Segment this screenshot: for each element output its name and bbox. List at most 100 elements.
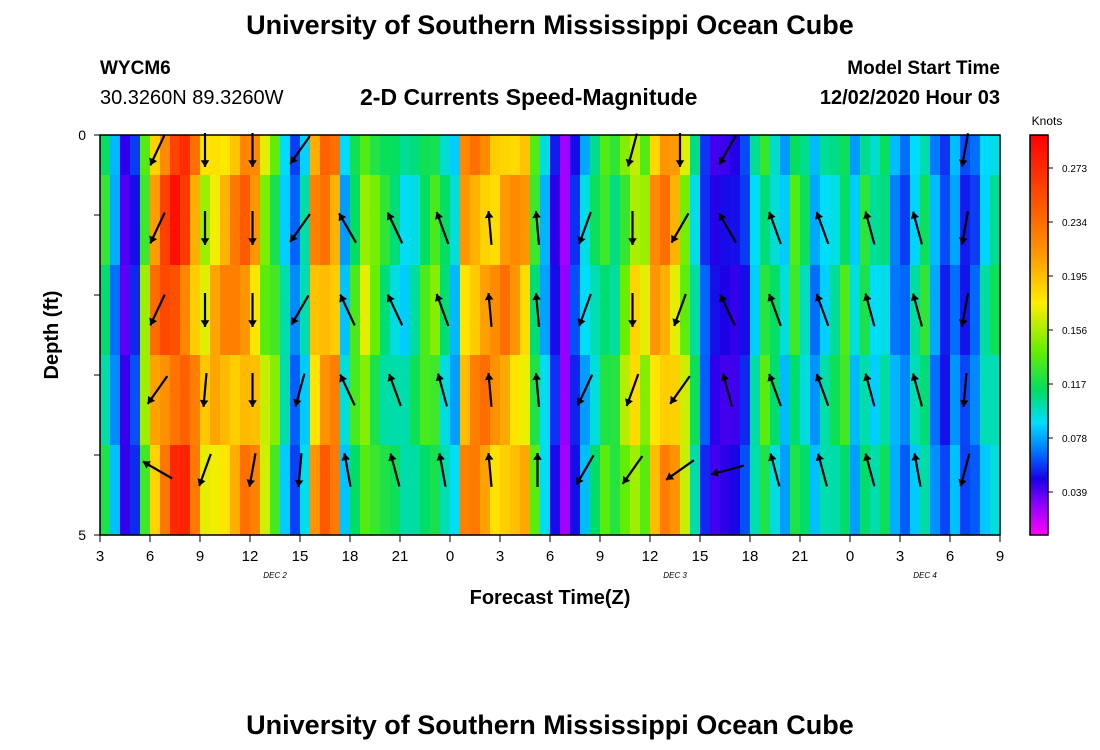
heatmap-cell xyxy=(860,265,871,356)
heatmap-cell xyxy=(730,265,741,356)
heatmap-cell xyxy=(470,355,481,446)
heatmap-cell xyxy=(850,355,861,446)
heatmap-cell xyxy=(870,175,881,266)
current-arrow-head xyxy=(666,472,675,480)
x-axis: 3 6 9 12 15 18 21 0 3 6 9 12 15 18 21 0 3 6 9 DEC 2 DEC 3 DEC… xyxy=(96,535,1004,580)
heatmap-cell xyxy=(810,175,821,266)
heatmap-cell xyxy=(740,265,751,356)
heatmap-cell xyxy=(670,135,681,176)
heatmap-cell xyxy=(650,265,661,356)
heatmap-cell xyxy=(780,445,791,536)
heatmap-cell xyxy=(250,135,261,176)
x-tick-label: 0 xyxy=(846,548,854,565)
heatmap-cell xyxy=(100,265,111,356)
heatmap-cell xyxy=(890,265,901,356)
heatmap-cell xyxy=(160,355,171,446)
heatmap-cell xyxy=(350,355,361,446)
footer-title: University of Southern Mississippi Ocean… xyxy=(246,710,854,740)
current-arrow-head xyxy=(958,478,967,487)
heatmap-cell xyxy=(190,135,201,176)
heatmap-cell xyxy=(780,175,791,266)
heatmap-cell xyxy=(500,355,511,446)
heatmap-cell xyxy=(400,355,411,446)
heatmap-cell xyxy=(310,135,321,176)
heatmap-cell xyxy=(450,265,461,356)
heatmap-cell xyxy=(340,175,351,266)
heatmap-cell xyxy=(530,355,541,446)
heatmap-cell xyxy=(260,355,271,446)
heatmap-cell xyxy=(900,135,911,176)
heatmap-cell xyxy=(510,175,521,266)
heatmap-cell xyxy=(190,265,201,356)
date-label: DEC 2 xyxy=(263,571,287,580)
heatmap-cell xyxy=(970,175,981,266)
heatmap-cell xyxy=(920,355,931,446)
heatmap-cell xyxy=(520,265,531,356)
heatmap-cell xyxy=(320,355,331,446)
heatmap-cell xyxy=(310,265,321,356)
heatmap-cell xyxy=(500,265,511,356)
heatmap-cell xyxy=(230,135,241,176)
heatmap-cell xyxy=(750,355,761,446)
heatmap-cell xyxy=(380,265,391,356)
colorbar-tick-label: 0.039 xyxy=(1062,488,1087,499)
heatmap-cell xyxy=(840,175,851,266)
heatmap-cell xyxy=(800,445,811,536)
heatmap-cell xyxy=(430,265,441,356)
x-tick-label: 15 xyxy=(692,548,709,565)
current-arrow-head xyxy=(815,212,823,220)
heatmap-cell xyxy=(400,265,411,356)
current-arrow-head xyxy=(386,212,395,221)
x-tick-label: 18 xyxy=(342,548,359,565)
heatmap-cell xyxy=(540,355,551,446)
current-arrow-head xyxy=(149,317,158,326)
heatmap-cell xyxy=(740,445,751,536)
heatmap-cell xyxy=(980,265,991,356)
colorbar-tick-label: 0.234 xyxy=(1062,218,1087,229)
heatmap-cell xyxy=(260,445,271,536)
colorbar-tick-label: 0.156 xyxy=(1062,326,1087,337)
heatmap-cell xyxy=(650,175,661,266)
heatmap-cell xyxy=(600,445,611,536)
heatmap-cell xyxy=(470,175,481,266)
heatmap-cell xyxy=(230,265,241,356)
current-arrow-head xyxy=(293,398,302,407)
heatmap-cell xyxy=(980,175,991,266)
heatmap-cell xyxy=(980,445,991,536)
heatmap-cell xyxy=(560,355,571,446)
heatmap-cell xyxy=(650,445,661,536)
heatmap-cell xyxy=(170,355,181,446)
current-arrow-head xyxy=(290,155,298,164)
current-arrow-head xyxy=(910,211,919,220)
heatmap-cell xyxy=(120,265,131,356)
heatmap-cell xyxy=(860,175,871,266)
heatmap-cell xyxy=(600,175,611,266)
current-arrow-head xyxy=(767,374,776,382)
heatmap-cell xyxy=(710,355,721,446)
heatmap-cell xyxy=(660,175,671,266)
heatmap-cell xyxy=(880,355,891,446)
heatmap-cell xyxy=(270,445,281,536)
heatmap-cell xyxy=(970,265,981,356)
heatmap-cell xyxy=(530,135,541,176)
heatmap-cell xyxy=(210,135,221,176)
current-arrow-head xyxy=(719,294,728,303)
heatmap-cell xyxy=(470,265,481,356)
current-arrow-head xyxy=(815,294,823,302)
heatmap-cell xyxy=(280,135,291,176)
y-tick-label: 0 xyxy=(78,127,86,143)
heatmap-cell xyxy=(320,445,331,536)
heatmap-cell xyxy=(410,175,421,266)
heatmap-cell xyxy=(190,175,201,266)
current-arrow-head xyxy=(248,238,257,245)
heatmap-cell xyxy=(210,175,221,266)
heatmap-cell xyxy=(290,265,301,356)
heatmap-cell xyxy=(180,355,191,446)
heatmap-cell xyxy=(160,265,171,356)
heatmap-cell xyxy=(770,445,781,536)
heatmap-cell xyxy=(530,265,541,356)
heatmap-cell xyxy=(880,175,891,266)
current-arrow-head xyxy=(576,476,584,485)
heatmap-cell xyxy=(720,175,731,266)
current-arrow-head xyxy=(142,461,151,469)
